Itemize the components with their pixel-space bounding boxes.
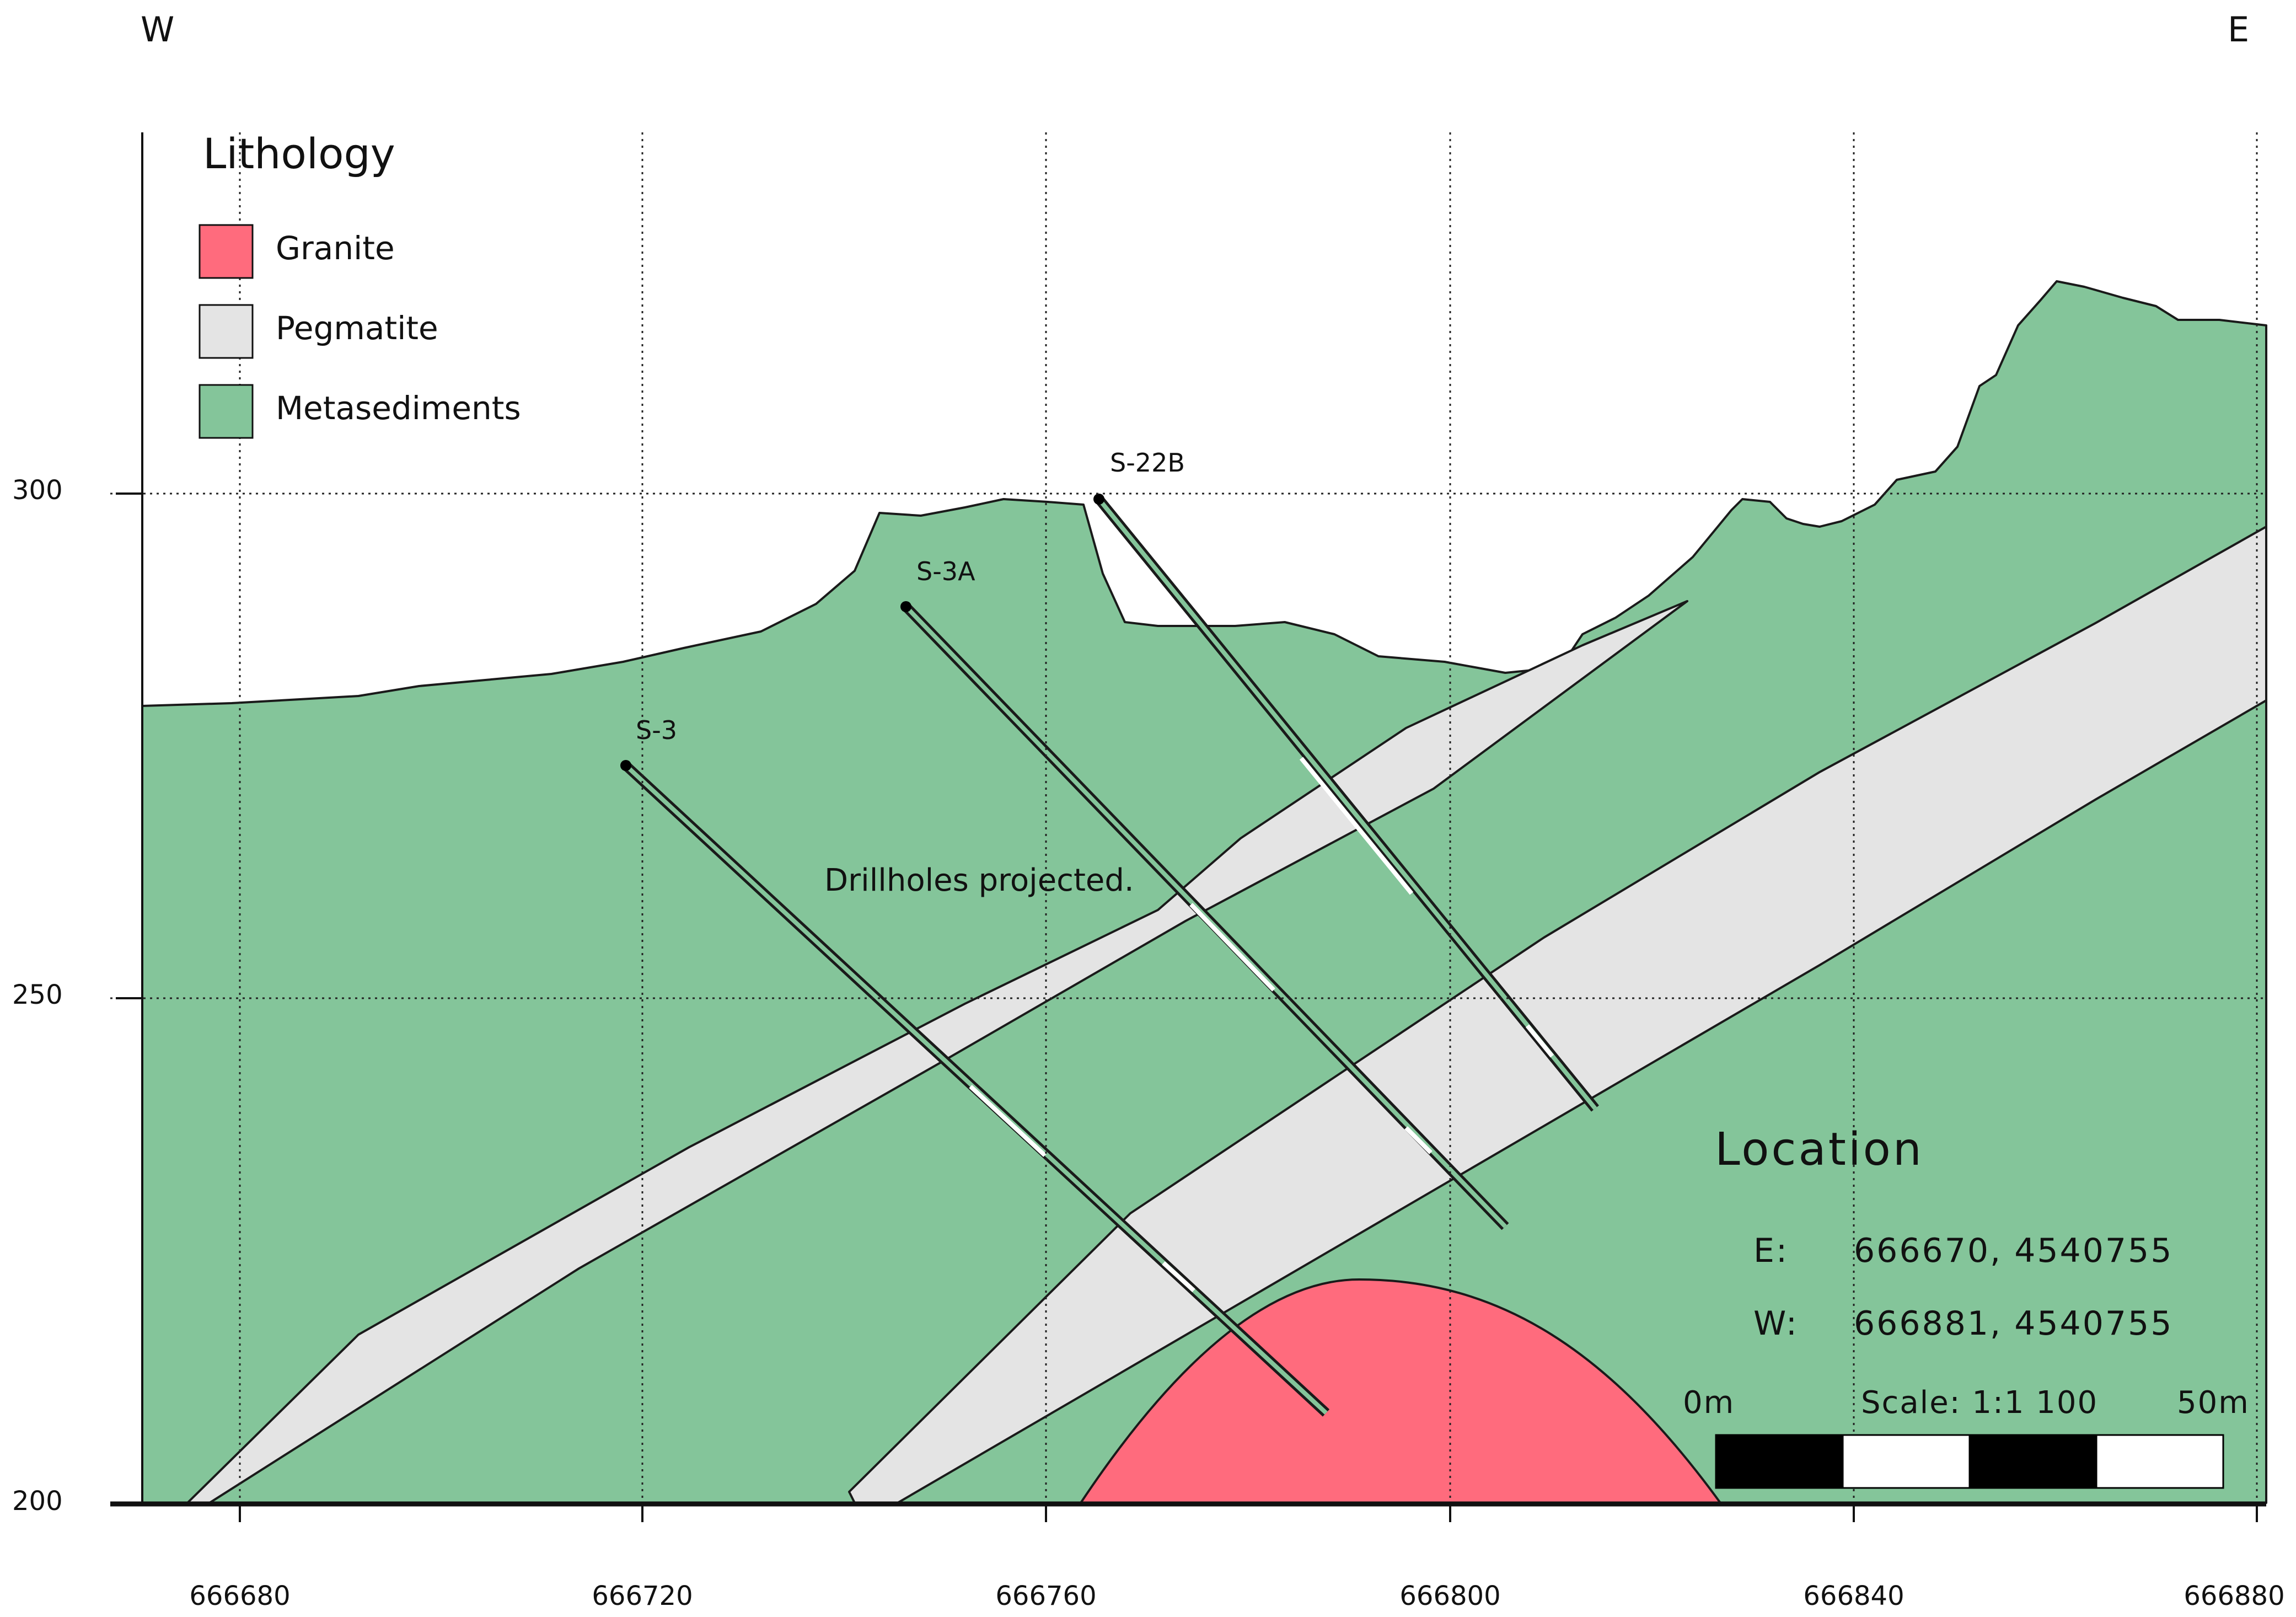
x-tick-label: 666840 — [1803, 1581, 1904, 1611]
compass-east-label: E — [2228, 9, 2249, 50]
x-tick-label: 666800 — [1399, 1581, 1500, 1611]
drillhole-intercept — [1162, 1261, 1195, 1292]
scale-bar: 0m Scale: 1:1 100 50m — [1683, 1385, 2250, 1489]
grid-lines — [110, 132, 2266, 1503]
drillhole-s3-collar — [620, 760, 631, 771]
scale-ratio-label: Scale: 1:1 100 — [1861, 1385, 2098, 1421]
axes — [110, 132, 2266, 1522]
y-tick-label: 200 — [12, 1486, 63, 1517]
drillhole-intercept — [1404, 1126, 1433, 1154]
scale-start-label: 0m — [1683, 1385, 1735, 1421]
x-tick-label: 666880 — [2184, 1581, 2284, 1611]
location-block: Location E: 666670, 4540755 W: 666881, 4… — [1715, 1123, 2173, 1343]
location-east-value: 666670, 4540755 — [1854, 1232, 2173, 1270]
legend: Lithology Granite Pegmatite Metasediment… — [199, 129, 521, 439]
legend-label-granite: Granite — [276, 229, 395, 267]
drillhole-intercept — [1189, 903, 1275, 992]
legend-label-metasediments: Metasediments — [276, 389, 521, 427]
y-tick-label: 250 — [12, 979, 63, 1010]
drillhole-s22b-collar — [1093, 494, 1104, 505]
drillhole-label-s22b: S-22B — [1110, 448, 1185, 478]
legend-swatch-granite — [199, 224, 254, 279]
legend-swatch-metasediments — [199, 384, 254, 439]
projection-note: Drillholes projected. — [824, 863, 1134, 898]
legend-label-pegmatite: Pegmatite — [276, 309, 438, 347]
x-tick-label: 666720 — [592, 1581, 693, 1611]
drillhole-intercept — [969, 1085, 1047, 1157]
drillhole-intercept — [1299, 757, 1414, 895]
scale-segment — [2095, 1434, 2224, 1489]
drillhole-label-s3: S-3 — [636, 715, 677, 745]
x-tick-labels: 666680 666720 666760 666800 666840 66688… — [189, 1581, 2284, 1611]
y-tick-labels: 300 250 200 — [12, 475, 63, 1517]
drillhole-label-s3a: S-3A — [916, 556, 975, 586]
legend-swatch-pegmatite — [199, 304, 254, 359]
scale-segment — [1842, 1434, 1971, 1489]
scale-end-label: 50m — [2177, 1385, 2250, 1421]
drillhole-s22b-core — [1097, 497, 1597, 1110]
scale-segment — [1715, 1434, 1844, 1489]
drillhole-s3a-collar — [900, 601, 911, 612]
x-tick-label: 666680 — [189, 1581, 290, 1611]
y-tick-label: 300 — [12, 475, 63, 506]
location-west-value: 666881, 4540755 — [1854, 1304, 2173, 1343]
compass-west-label: W — [141, 9, 174, 50]
pegmatite-vein-lower — [848, 526, 2267, 1504]
drillhole-traces — [620, 494, 1599, 1417]
drillhole-intercept — [1525, 1024, 1554, 1058]
location-title: Location — [1715, 1123, 1924, 1176]
location-west-key: W: — [1753, 1304, 1799, 1343]
location-east-key: E: — [1753, 1232, 1789, 1270]
legend-title: Lithology — [203, 129, 395, 178]
scale-segment — [1968, 1434, 2097, 1489]
x-tick-label: 666760 — [995, 1581, 1096, 1611]
